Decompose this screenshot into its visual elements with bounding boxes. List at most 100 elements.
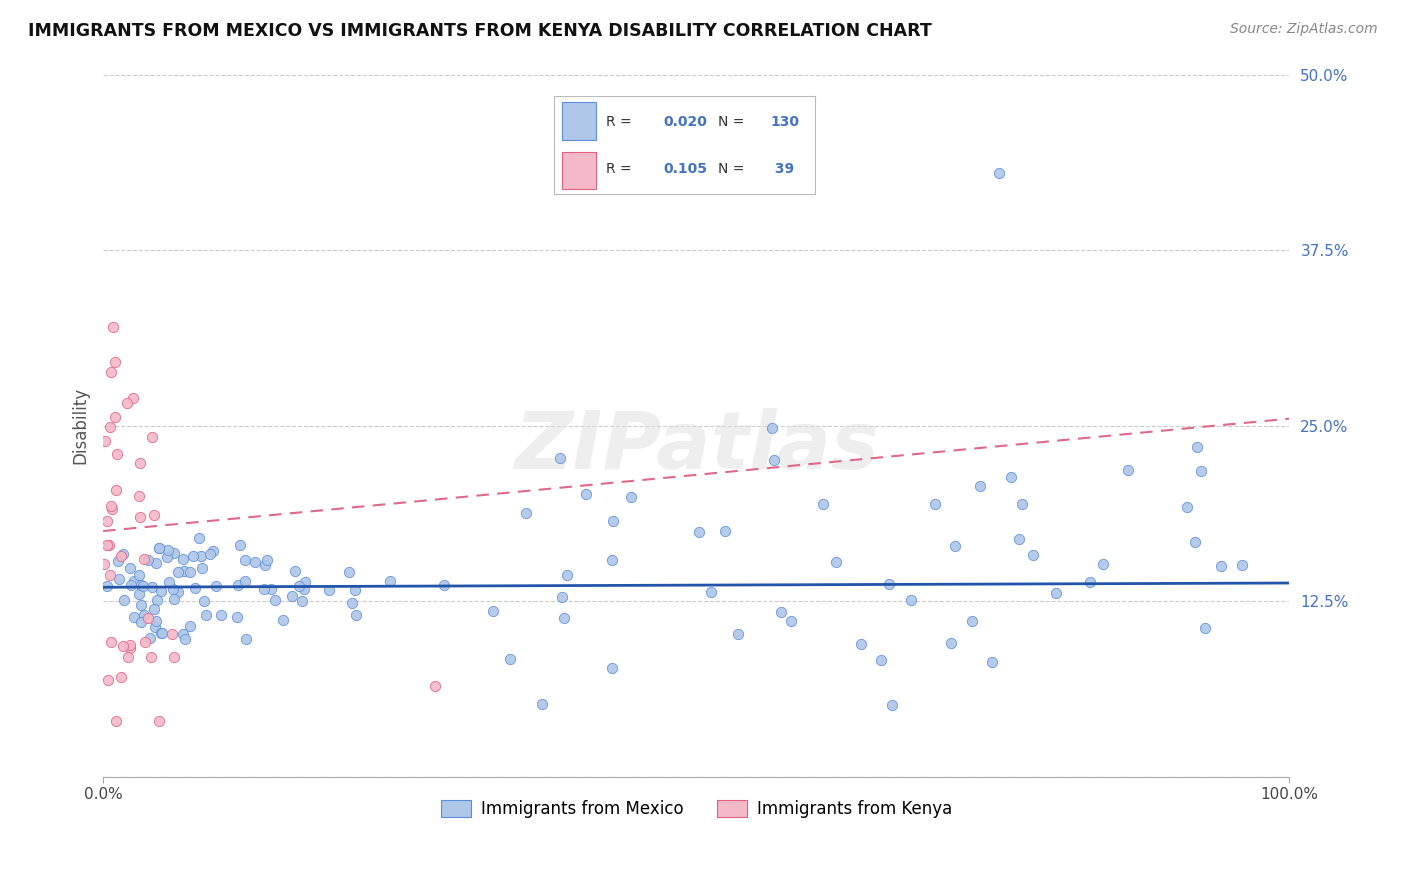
Point [228,578,250,592]
Point [128,456,150,470]
Point [960,614,983,628]
Point [191,561,214,575]
Point [981,655,1004,669]
Point [121,391,143,405]
Point [811,497,834,511]
Point [100,366,122,380]
Point [141,430,163,444]
Point [131,579,153,593]
Point [129,578,152,592]
Point [337,565,360,579]
Point [555,567,578,582]
Point [148,541,170,555]
Point [149,626,172,640]
Text: IMMIGRANTS FROM MEXICO VS IMMIGRANTS FROM KENYA DISABILITY CORRELATION CHART: IMMIGRANTS FROM MEXICO VS IMMIGRANTS FRO… [28,22,932,40]
Text: Source: ZipAtlas.com: Source: ZipAtlas.com [1230,22,1378,37]
Point [550,590,572,604]
Point [1007,533,1029,547]
Point [145,592,167,607]
Point [1232,558,1254,572]
Point [281,589,304,603]
Point [105,447,128,461]
Point [259,582,281,596]
Point [294,574,316,589]
Point [195,607,218,622]
Point [98,567,121,582]
Point [129,509,152,524]
Point [548,451,571,466]
Point [110,549,132,564]
Point [107,554,129,568]
Point [600,661,623,675]
Point [97,538,120,552]
Point [145,619,167,633]
Point [101,502,124,516]
Point [179,619,201,633]
Point [97,673,120,687]
Point [987,166,1010,180]
Y-axis label: Disability: Disability [72,387,89,464]
Point [770,605,793,619]
Point [201,544,224,558]
Point [243,555,266,569]
Point [882,698,904,712]
Point [128,489,150,503]
Point [141,580,163,594]
Point [284,565,307,579]
Point [433,578,456,592]
Point [162,582,184,596]
Point [190,549,212,563]
Point [163,650,186,665]
Point [849,637,872,651]
Point [499,652,522,666]
Point [209,608,232,623]
Point [134,552,156,566]
Point [129,615,152,629]
Point [870,653,893,667]
Point [1211,558,1233,573]
Point [575,487,598,501]
Point [96,579,118,593]
Point [120,578,142,592]
Point [96,514,118,528]
Point [162,626,184,640]
Point [167,565,190,579]
Point [824,555,846,569]
Point [107,572,129,586]
Point [128,567,150,582]
Point [181,549,204,563]
Point [94,434,117,448]
Point [101,320,124,334]
Point [156,549,179,564]
Point [136,611,159,625]
Point [104,355,127,369]
Point [124,574,146,588]
Point [163,546,186,560]
Point [157,575,180,590]
Point [939,636,962,650]
Point [1175,500,1198,514]
Point [714,524,737,538]
Point [727,627,749,641]
Point [148,541,170,555]
Point [700,585,723,599]
Point [318,583,340,598]
Point [762,452,785,467]
Point [156,543,179,558]
Point [225,610,247,624]
Point [256,553,278,567]
Point [150,625,173,640]
Point [900,593,922,607]
Point [235,632,257,646]
Point [100,499,122,513]
Point [187,531,209,545]
Point [172,552,194,566]
Point [139,650,162,665]
Point [193,594,215,608]
Point [425,679,447,693]
Point [378,574,401,589]
Point [149,584,172,599]
Point [142,601,165,615]
Point [1116,463,1139,477]
Point [1011,497,1033,511]
